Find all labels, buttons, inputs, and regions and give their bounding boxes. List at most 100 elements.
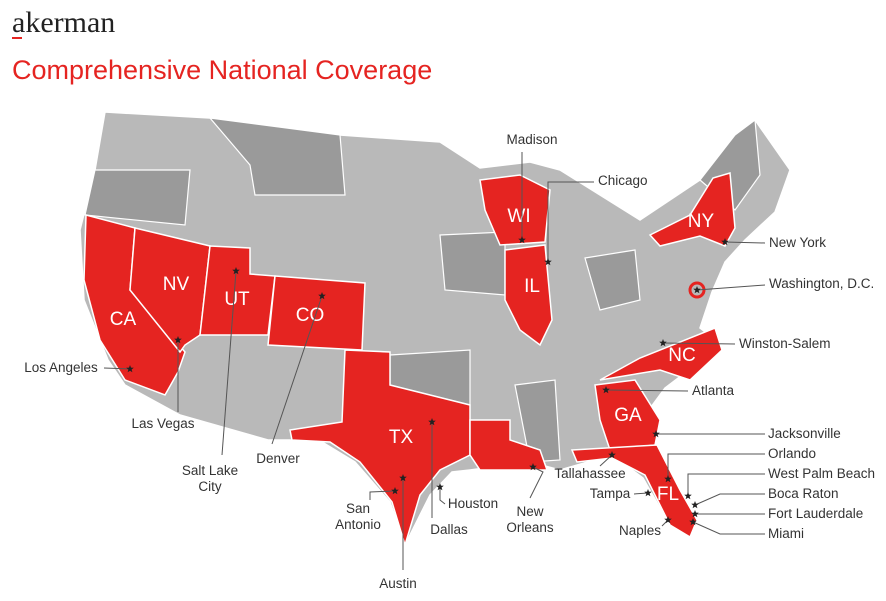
city-label: Jacksonville [768, 426, 841, 441]
leader-line [633, 492, 649, 495]
city-marker [602, 386, 610, 394]
city-label-line: Orleans [506, 520, 554, 535]
city-marker [664, 475, 672, 483]
leader-line [529, 466, 544, 499]
city-marker [232, 267, 240, 275]
city-label-line: Orlando [768, 446, 816, 461]
city-label-line: Las Vegas [131, 416, 194, 431]
leader-line [439, 487, 446, 505]
city-label: Chicago [598, 173, 648, 188]
city-marker [318, 292, 326, 300]
city-label: Boca Raton [768, 486, 839, 501]
state-shapes [83, 172, 736, 548]
city-label: Los Angeles [24, 360, 98, 375]
state-label: GA [614, 405, 642, 426]
title: Comprehensive National Coverage [12, 55, 432, 85]
city-marker [608, 451, 616, 459]
leader-line [694, 493, 765, 506]
state-label: TX [389, 427, 414, 448]
city-marker [126, 365, 134, 373]
city-label-line: Winston-Salem [739, 336, 831, 351]
city-label-line: Chicago [598, 173, 648, 188]
city-label: Houston [448, 496, 498, 511]
state-label: NY [688, 211, 715, 232]
city-label-line: Atlanta [692, 383, 735, 398]
city-label: New York [769, 235, 826, 250]
city-marker [174, 336, 182, 344]
city-label: Dallas [430, 522, 468, 537]
city-label-line: Tallahassee [554, 466, 625, 481]
city-label: Las Vegas [131, 416, 194, 431]
leader-line [696, 284, 766, 291]
city-label: Austin [379, 576, 417, 591]
state-label: CO [296, 305, 325, 326]
city-label-line: Denver [256, 451, 300, 466]
city-marker [664, 516, 672, 524]
city-marker [659, 339, 667, 347]
city-marker [529, 463, 537, 471]
city-marker [391, 487, 399, 495]
city-label: Atlanta [692, 383, 735, 398]
city-label-line: Tampa [590, 486, 631, 501]
city-label-line: Madison [506, 132, 557, 147]
city-label: Winston-Salem [739, 336, 831, 351]
leader-line [547, 181, 594, 262]
leader-line [687, 473, 765, 496]
city-marker [544, 258, 552, 266]
city-label-line: West Palm Beach [768, 466, 875, 481]
city-label: Tampa [590, 486, 631, 501]
city-label: West Palm Beach [768, 466, 875, 481]
leader-line [605, 389, 689, 392]
city-marker [691, 501, 699, 509]
city-label: Madison [506, 132, 557, 147]
city-label-line: San [346, 501, 370, 516]
city-marker [693, 286, 701, 294]
city-marker [689, 518, 697, 526]
dc-ring [688, 281, 706, 299]
city-label-line: Salt Lake [182, 463, 238, 478]
state-label: NC [668, 345, 695, 366]
city-label: San Antonio [335, 501, 381, 532]
city-label-line: Fort Lauderdale [768, 506, 863, 521]
leader-line [662, 342, 736, 345]
state-label: UT [224, 289, 250, 310]
city-label: Fort Lauderdale [768, 506, 863, 521]
logo-accent [12, 37, 22, 39]
city-label-line: Boca Raton [768, 486, 839, 501]
city-label-line: Washington, D.C. [769, 276, 874, 291]
city-label-line: Austin [379, 576, 417, 591]
state-label: IL [524, 276, 540, 297]
city-marker [691, 510, 699, 518]
state-label: WI [507, 206, 530, 227]
city-label-line: Naples [619, 523, 661, 538]
city-label-line: Dallas [430, 522, 468, 537]
city-marker [684, 492, 692, 500]
leader-line [221, 270, 237, 456]
city-label-line: New [516, 504, 543, 519]
city-label: Miami [768, 526, 804, 541]
leader-line [599, 454, 613, 467]
leader-line [667, 453, 765, 479]
state-label: NV [163, 274, 190, 295]
city-label-line: Antonio [335, 517, 381, 532]
city-label: New Orleans [506, 504, 554, 535]
city-marker [436, 483, 444, 491]
logo: akerman [12, 6, 115, 39]
city-label: Orlando [768, 446, 816, 461]
city-label-line: Los Angeles [24, 360, 98, 375]
leader-line [692, 521, 765, 535]
city-label: Tallahassee [554, 466, 625, 481]
city-marker [518, 236, 526, 244]
city-marker [428, 418, 436, 426]
leader-line [724, 241, 766, 244]
city-marker [652, 430, 660, 438]
city-label-line: Jacksonville [768, 426, 841, 441]
city-label-line: City [198, 479, 221, 494]
leader-line [103, 367, 131, 370]
leader-line [369, 490, 396, 500]
city-marker [399, 474, 407, 482]
city-label: Washington, D.C. [769, 276, 874, 291]
city-label-line: New York [769, 235, 826, 250]
city-marker [721, 238, 729, 246]
